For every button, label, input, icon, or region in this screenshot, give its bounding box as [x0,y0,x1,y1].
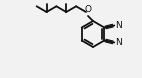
Text: O: O [84,6,91,15]
Text: N: N [115,21,122,30]
Text: N: N [115,38,122,47]
